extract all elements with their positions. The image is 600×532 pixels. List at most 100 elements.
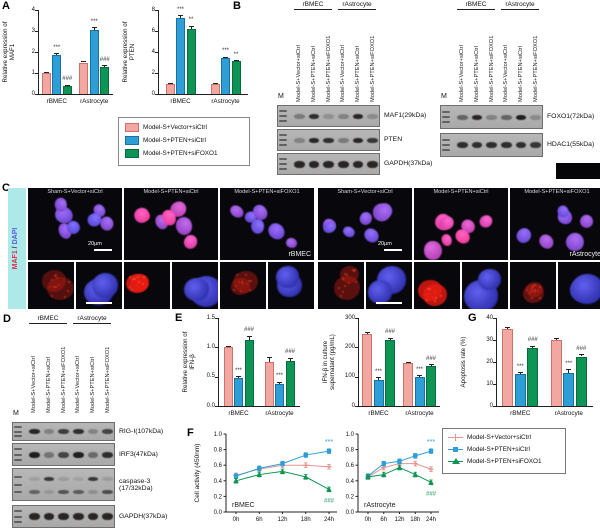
maf1-stain-blob <box>422 284 447 307</box>
stain-speckle <box>342 277 345 280</box>
lane-label: Model-S+Vector+siCtrl <box>503 45 510 102</box>
svg-text:24h: 24h <box>426 517 436 523</box>
svg-text:1.0: 1.0 <box>346 432 355 438</box>
significance-annotation: *** <box>221 48 229 55</box>
significance-annotation: ** <box>233 51 239 58</box>
stain-speckle <box>532 284 535 287</box>
marker-band <box>14 483 22 486</box>
scale-bar-label: 20μm <box>88 241 102 247</box>
error-bar <box>366 331 368 335</box>
y-tick-label: 0.5 <box>206 373 215 380</box>
error-cap <box>417 375 422 377</box>
marker-band <box>279 110 287 113</box>
stain-speckle <box>128 285 131 288</box>
fluorescence-inset-maf1 <box>124 262 170 309</box>
marker-square <box>428 448 434 454</box>
y-axis <box>218 318 219 406</box>
scale-bar <box>86 301 112 304</box>
y-tick-label: 2 <box>31 48 35 55</box>
y-axis-label: Relative expression of PTEN <box>122 21 137 83</box>
protein-band <box>72 429 84 434</box>
stain-speckle <box>530 287 533 290</box>
chart-pten-expression: Relative expression of PTEN 0 2 4 6 8 *** *** ** *… <box>120 0 253 118</box>
cell-type-header: rBMEC <box>29 315 67 324</box>
marker-band <box>14 430 22 433</box>
stain-speckle <box>142 283 145 285</box>
x-category-label: rAstrocyte <box>265 410 294 417</box>
maf1-stain-blob <box>523 284 544 303</box>
stain-speckle <box>143 276 146 279</box>
protein-band <box>323 137 335 143</box>
error-cap <box>188 25 194 27</box>
y-tick <box>355 318 358 319</box>
stain-speckle <box>533 291 536 294</box>
y-tick <box>35 10 38 11</box>
dapi-channel-label: DAPI <box>12 227 19 245</box>
fluorescence-inset-maf1 <box>28 262 74 309</box>
cell-nucleus <box>265 220 289 243</box>
protein-band <box>308 113 320 119</box>
y-tick-label: 30 <box>486 336 493 343</box>
legend-label: Model-S+PTEN+siCtrl <box>467 445 530 453</box>
stain-speckle <box>240 289 243 292</box>
protein-band <box>515 114 527 120</box>
bar <box>234 377 243 406</box>
protein-band <box>72 476 84 481</box>
protein-band <box>471 114 483 120</box>
error-cap <box>428 364 434 366</box>
protein-band <box>352 160 364 168</box>
cell-type-tag: rAstrocyte <box>569 251 600 258</box>
cell-nucleus <box>371 202 392 222</box>
blot-row-label: GAPDH(37kDa) <box>384 160 433 167</box>
stain-speckle <box>353 268 356 271</box>
stain-speckle <box>54 274 57 277</box>
protein-band <box>500 142 512 148</box>
lane-label: Model-S+Vector+siCtrl <box>31 356 38 413</box>
marker-triangle <box>326 486 332 492</box>
marker-lane-label: M <box>441 93 447 100</box>
protein-band <box>486 142 498 148</box>
marker-band <box>14 515 22 518</box>
stain-speckle <box>55 277 58 280</box>
stain-speckle <box>249 288 252 291</box>
marker-band <box>279 143 287 146</box>
marker-triangle <box>256 471 263 477</box>
bar <box>275 383 284 406</box>
y-axis-label: Apoptosis rate (%) <box>460 336 467 388</box>
fluorescence-inset-dapi <box>268 262 314 309</box>
blot-row-label: RIG-I(107kDa) <box>119 427 164 435</box>
error-cap <box>64 84 70 86</box>
marker-band <box>279 115 287 117</box>
bar <box>79 62 89 94</box>
bar <box>221 58 230 94</box>
maf1-channel-label: MAF1 <box>12 250 19 270</box>
stain-speckle <box>534 284 537 287</box>
y-tick-label: 20 <box>486 358 493 365</box>
protein-band <box>367 160 379 168</box>
marker-band <box>442 121 450 124</box>
legend-label: Model-S+Vector+siCtrl <box>467 433 531 441</box>
y-axis-label: Relative expression of IFN-β <box>182 331 197 393</box>
stain-speckle <box>337 286 340 289</box>
protein-band <box>87 513 99 520</box>
blot-panel-b-right: rBMEC rAstrocyte Model-S+Vector+siCtrl Mode… <box>403 0 600 180</box>
fluorescence-inset-maf1 <box>510 262 556 309</box>
marker-band <box>279 134 287 137</box>
lane-label: Model-S+PTEN+siFOXO1 <box>325 35 332 102</box>
marker-band <box>279 167 287 170</box>
significance-annotation: ### <box>527 337 538 344</box>
stain-speckle <box>534 289 537 292</box>
cell-nucleus <box>341 224 358 240</box>
bar <box>89 29 99 94</box>
y-tick <box>493 406 496 407</box>
significance-annotation: *** <box>374 368 382 375</box>
legend-label: Model-S+PTEN+siFOXO1 <box>143 150 218 157</box>
stain-speckle <box>66 289 69 292</box>
marker-band <box>14 453 22 456</box>
protein-band <box>28 513 40 520</box>
significance-annotation: *** <box>90 18 98 25</box>
error-cap <box>566 369 572 371</box>
error-bar <box>430 364 432 367</box>
protein-band <box>102 429 114 434</box>
